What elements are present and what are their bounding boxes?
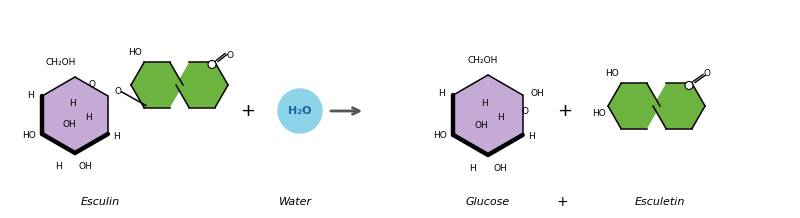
Text: H: H <box>438 89 446 97</box>
Text: O: O <box>703 69 710 78</box>
Text: H: H <box>70 99 76 109</box>
Text: H: H <box>528 131 534 140</box>
Text: H: H <box>86 114 92 123</box>
Text: OH: OH <box>493 164 507 173</box>
Text: Esculetin: Esculetin <box>635 197 685 207</box>
Text: H₂O: H₂O <box>288 106 312 116</box>
Text: +: + <box>241 102 255 120</box>
Text: O: O <box>521 107 528 116</box>
Text: OH: OH <box>530 89 544 97</box>
Text: OH: OH <box>474 121 488 129</box>
Text: HO: HO <box>22 131 36 140</box>
Text: O: O <box>114 87 122 97</box>
Text: OH: OH <box>78 162 92 171</box>
Text: CH₂OH: CH₂OH <box>46 58 76 67</box>
Text: H: H <box>482 99 488 107</box>
Polygon shape <box>653 83 705 129</box>
Polygon shape <box>42 77 108 153</box>
Circle shape <box>208 60 216 68</box>
Text: H: H <box>27 90 34 99</box>
Polygon shape <box>176 63 228 107</box>
Text: H: H <box>56 162 62 171</box>
Text: +: + <box>556 195 568 209</box>
Text: H: H <box>469 164 475 173</box>
Text: O: O <box>89 80 96 89</box>
Text: Glucose: Glucose <box>466 197 510 207</box>
Circle shape <box>685 82 693 89</box>
Text: CH₂OH: CH₂OH <box>468 56 498 65</box>
Text: HO: HO <box>592 109 606 118</box>
Text: Esculin: Esculin <box>81 197 119 207</box>
Circle shape <box>278 89 322 133</box>
Text: H: H <box>498 112 504 121</box>
Text: OH: OH <box>62 119 76 128</box>
Text: H: H <box>113 131 120 140</box>
Polygon shape <box>131 63 183 107</box>
Text: Water: Water <box>278 197 311 207</box>
Polygon shape <box>608 83 660 129</box>
Text: HO: HO <box>128 48 142 58</box>
Text: HO: HO <box>606 70 619 78</box>
Polygon shape <box>454 75 522 155</box>
Text: HO: HO <box>434 131 447 140</box>
Text: O: O <box>226 51 234 60</box>
Text: +: + <box>558 102 573 120</box>
